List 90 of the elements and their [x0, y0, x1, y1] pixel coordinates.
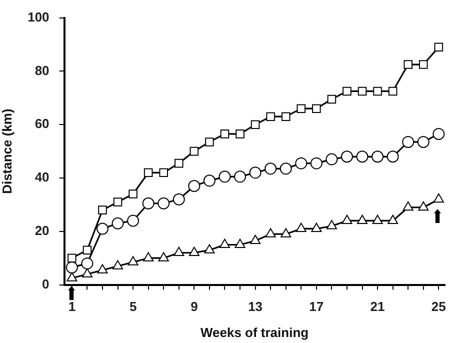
point	[340, 150, 353, 163]
point	[373, 86, 382, 96]
y-tick-label: 40	[34, 170, 50, 185]
point	[112, 260, 124, 270]
x-tick-label: 13	[248, 299, 263, 314]
point	[68, 254, 76, 262]
point	[142, 197, 154, 210]
point	[66, 261, 78, 274]
point	[358, 86, 367, 96]
point	[174, 246, 184, 256]
point	[143, 252, 154, 262]
point	[372, 214, 383, 224]
point	[112, 217, 124, 230]
point	[402, 201, 414, 211]
point	[356, 150, 368, 163]
x-tick-label: 1	[68, 299, 76, 314]
point	[327, 94, 336, 104]
point	[250, 234, 261, 244]
y-axis-title: Distance (km)	[0, 108, 14, 194]
point	[342, 86, 352, 96]
point	[81, 257, 94, 270]
point	[280, 228, 292, 238]
point	[388, 86, 398, 96]
point	[97, 264, 108, 274]
x-tick-label: 25	[431, 299, 446, 314]
point	[98, 206, 107, 214]
point	[172, 193, 185, 206]
point	[265, 228, 276, 238]
point	[326, 153, 338, 166]
point	[220, 130, 230, 138]
point	[310, 157, 322, 170]
point	[312, 104, 321, 113]
y-tick-label: 60	[34, 116, 50, 132]
y-tick-label: 20	[34, 222, 50, 238]
point	[203, 174, 216, 187]
point	[158, 252, 169, 262]
x-tick-label: 9	[190, 299, 198, 314]
y-tick-label: 100	[28, 9, 50, 24]
point	[402, 136, 414, 148]
y-tick-label: 0	[42, 276, 50, 292]
point	[144, 168, 153, 178]
point	[234, 170, 246, 183]
point	[388, 214, 398, 224]
point	[434, 42, 444, 52]
point	[158, 197, 170, 210]
x-tick-label: 21	[370, 299, 385, 314]
point	[204, 244, 215, 254]
point	[218, 170, 231, 183]
point	[418, 201, 429, 211]
point	[219, 238, 230, 248]
point	[372, 150, 384, 163]
point	[66, 272, 78, 282]
point	[113, 198, 122, 206]
y-tick-label: 80	[34, 62, 50, 78]
point	[159, 168, 168, 178]
point	[295, 157, 308, 170]
point	[236, 130, 244, 138]
point	[281, 112, 290, 121]
point	[96, 222, 108, 235]
point	[190, 146, 199, 156]
point	[82, 268, 92, 278]
x-tick-label: 5	[129, 299, 137, 314]
point	[266, 112, 275, 121]
point	[234, 238, 246, 248]
point	[249, 166, 262, 179]
x-axis-title: Weeks of training	[200, 324, 309, 340]
point	[433, 193, 444, 203]
point	[357, 214, 368, 224]
point	[174, 158, 184, 168]
point	[250, 120, 260, 129]
point	[127, 214, 140, 227]
x-tick-label: 17	[309, 299, 324, 314]
point	[342, 214, 352, 224]
point	[188, 246, 200, 256]
point	[326, 220, 337, 230]
point	[417, 136, 430, 148]
point	[432, 128, 445, 140]
point	[264, 162, 277, 175]
point	[311, 222, 322, 232]
point	[404, 60, 412, 69]
point	[296, 222, 306, 232]
point	[128, 190, 138, 198]
point	[128, 256, 138, 266]
point	[386, 150, 399, 163]
point	[280, 162, 292, 175]
point	[82, 246, 92, 254]
point	[188, 180, 200, 192]
point	[205, 138, 214, 146]
point	[296, 104, 306, 113]
point	[418, 60, 428, 69]
